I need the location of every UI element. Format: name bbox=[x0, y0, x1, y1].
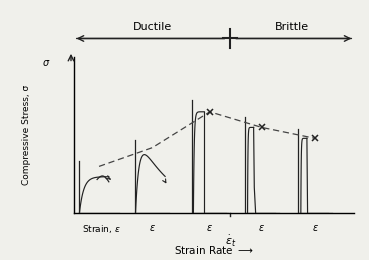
Text: $\varepsilon$: $\varepsilon$ bbox=[206, 223, 213, 232]
Text: $\varepsilon$: $\varepsilon$ bbox=[258, 223, 265, 232]
Text: Strain, $\varepsilon$: Strain, $\varepsilon$ bbox=[82, 223, 121, 235]
Text: $\dot{\varepsilon}_t$: $\dot{\varepsilon}_t$ bbox=[225, 233, 236, 249]
Text: $\varepsilon$: $\varepsilon$ bbox=[311, 223, 318, 232]
Text: Strain Rate $\longrightarrow$: Strain Rate $\longrightarrow$ bbox=[174, 244, 254, 256]
Text: $\varepsilon$: $\varepsilon$ bbox=[149, 223, 156, 232]
Text: Brittle: Brittle bbox=[275, 22, 309, 32]
Text: Compressive Stress, σ: Compressive Stress, σ bbox=[22, 85, 31, 185]
Text: Ductile: Ductile bbox=[132, 22, 172, 32]
Text: $\sigma$: $\sigma$ bbox=[42, 58, 50, 68]
